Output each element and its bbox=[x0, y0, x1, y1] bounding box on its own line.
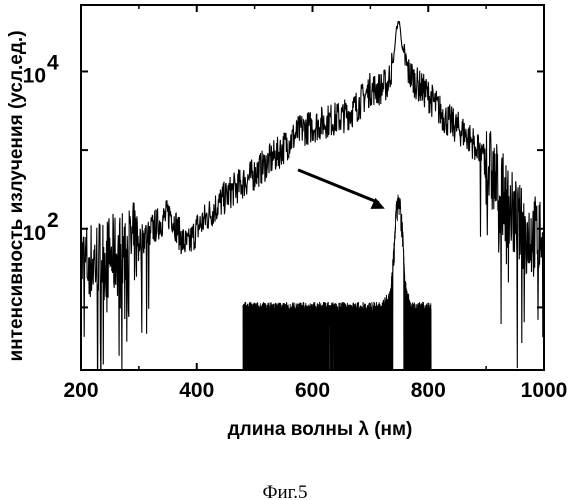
annotation-layer bbox=[298, 170, 385, 209]
x-tick-label-600: 600 bbox=[295, 379, 330, 402]
y-tick-label-exponent: 2 bbox=[47, 209, 59, 232]
x-tick-label-800: 800 bbox=[411, 379, 446, 402]
x-tick-label-400: 400 bbox=[179, 379, 214, 402]
x-tick-label-1000: 1000 bbox=[521, 379, 568, 402]
y-tick-label-exponent: 4 bbox=[47, 51, 59, 74]
figure-caption: Фиг.5 bbox=[262, 482, 307, 500]
series-layer bbox=[81, 21, 544, 400]
annotation-arrow-shaft bbox=[298, 170, 379, 203]
x-tick-label-200: 200 bbox=[63, 379, 98, 402]
series-inset-spectrum bbox=[243, 195, 431, 372]
x-axis-label: длина волны λ (нм) bbox=[228, 419, 413, 440]
y-axis-label: интенсивность излучения (усл.ед.) bbox=[6, 30, 27, 361]
